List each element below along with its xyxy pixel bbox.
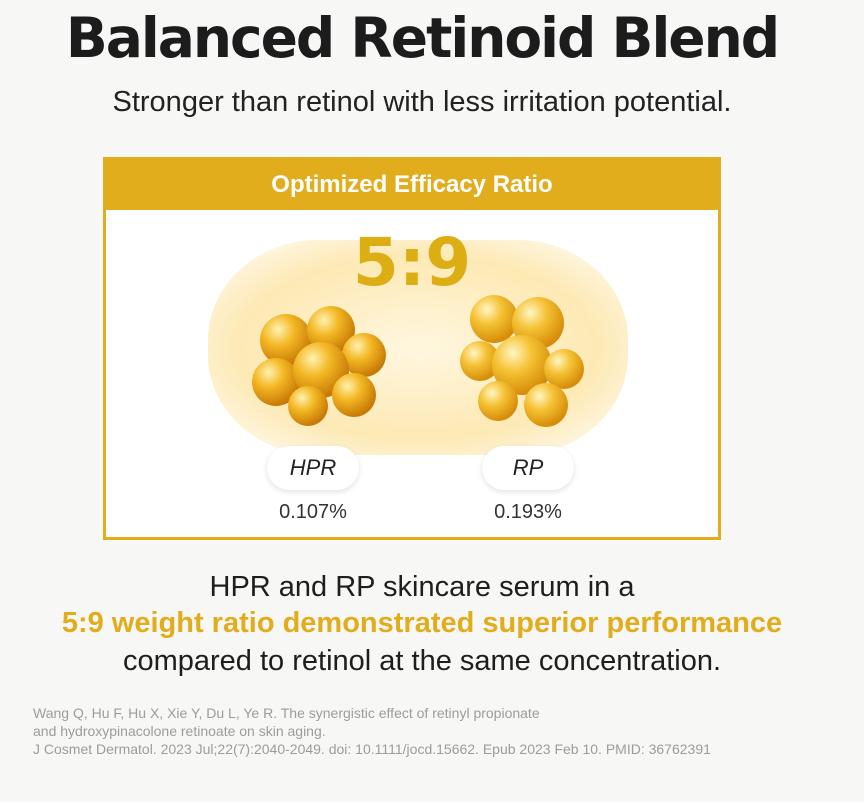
description-highlight: 5:9 weight ratio demonstrated superior p…: [61, 607, 783, 639]
description-line-1: HPR and RP skincare serum in a: [209, 571, 635, 603]
rp-label-pill: RP: [482, 446, 574, 490]
hpr-percent: 0.107%: [279, 501, 347, 523]
description-line-3: compared to retinol at the same concentr…: [122, 645, 722, 677]
hpr-molecule-icon: [252, 306, 386, 426]
hpr-label-pill: HPR: [267, 446, 359, 490]
citation-line-3: J Cosmet Dermatol. 2023 Jul;22(7):2040-2…: [33, 741, 711, 757]
efficacy-ratio-card: Optimized Efficacy Ratio 5:9: [103, 157, 721, 540]
citation-line-2: and hydroxypinacolone retinoate on skin …: [33, 723, 326, 739]
page-subtitle: Stronger than retinol with less irritati…: [112, 86, 732, 118]
ratio-value: 5:9: [352, 224, 472, 301]
card-header: Optimized Efficacy Ratio: [106, 160, 718, 210]
page-title: Balanced Retinoid Blend: [65, 6, 780, 70]
rp-percent: 0.193%: [494, 501, 562, 523]
citation: Wang Q, Hu F, Hu X, Xie Y, Du L, Ye R. T…: [33, 704, 711, 758]
citation-line-1: Wang Q, Hu F, Hu X, Xie Y, Du L, Ye R. T…: [33, 705, 540, 721]
rp-molecule-icon: [460, 295, 584, 427]
